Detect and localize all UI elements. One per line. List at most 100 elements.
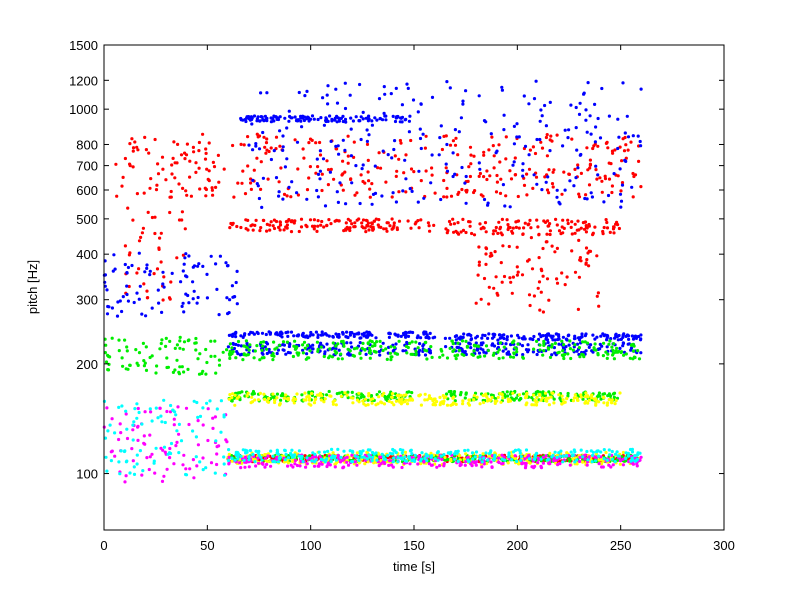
data-point bbox=[424, 340, 428, 344]
data-point bbox=[473, 455, 477, 459]
data-point bbox=[474, 341, 478, 345]
data-point bbox=[332, 455, 336, 460]
data-point bbox=[217, 358, 221, 362]
data-point bbox=[448, 452, 452, 456]
data-point bbox=[441, 353, 445, 357]
data-point bbox=[283, 165, 287, 169]
data-point bbox=[569, 450, 573, 454]
data-point bbox=[576, 219, 580, 223]
data-point bbox=[326, 183, 330, 187]
data-point bbox=[572, 396, 577, 400]
data-point bbox=[500, 393, 504, 397]
series-4 bbox=[102, 405, 643, 484]
data-point bbox=[517, 336, 521, 340]
data-point bbox=[194, 435, 198, 439]
data-point bbox=[136, 438, 140, 442]
data-point bbox=[305, 462, 309, 466]
data-point bbox=[613, 336, 617, 340]
data-point bbox=[361, 179, 365, 184]
data-point bbox=[140, 231, 144, 235]
data-point bbox=[597, 454, 601, 458]
data-point bbox=[244, 460, 248, 464]
data-point bbox=[612, 172, 616, 176]
data-point bbox=[514, 448, 518, 452]
data-point bbox=[562, 170, 566, 174]
data-point bbox=[525, 193, 529, 197]
data-point bbox=[148, 186, 152, 190]
data-point bbox=[520, 344, 525, 348]
data-point bbox=[355, 191, 359, 195]
data-point bbox=[444, 345, 448, 349]
data-point bbox=[582, 227, 587, 231]
data-point bbox=[262, 392, 266, 396]
data-point bbox=[169, 280, 173, 284]
data-point bbox=[611, 351, 616, 355]
data-point bbox=[179, 280, 183, 284]
data-point bbox=[304, 398, 308, 402]
data-point bbox=[405, 351, 409, 355]
data-point bbox=[345, 393, 349, 397]
data-point bbox=[457, 130, 461, 134]
data-point bbox=[577, 195, 582, 199]
data-point bbox=[425, 349, 429, 353]
data-point bbox=[526, 259, 530, 263]
data-point bbox=[567, 333, 571, 337]
data-point bbox=[323, 352, 327, 356]
data-point bbox=[140, 422, 144, 426]
data-point bbox=[254, 464, 258, 468]
data-point bbox=[371, 227, 375, 231]
data-point bbox=[150, 306, 154, 310]
data-point bbox=[480, 336, 484, 340]
data-point bbox=[334, 87, 338, 91]
data-point bbox=[541, 310, 546, 314]
data-point bbox=[492, 332, 496, 336]
data-point bbox=[418, 342, 422, 346]
data-point bbox=[168, 297, 172, 301]
data-point bbox=[596, 116, 600, 121]
data-point bbox=[550, 336, 554, 340]
data-point bbox=[171, 156, 175, 160]
data-point bbox=[442, 134, 446, 138]
data-point bbox=[237, 395, 241, 399]
data-point bbox=[137, 239, 142, 243]
x-tick-label: 250 bbox=[610, 538, 632, 553]
data-point bbox=[325, 223, 329, 227]
data-point bbox=[630, 450, 635, 454]
data-point bbox=[518, 451, 522, 455]
data-point bbox=[343, 106, 348, 111]
data-point bbox=[179, 439, 184, 443]
data-point bbox=[496, 395, 500, 399]
data-point bbox=[408, 114, 412, 118]
data-point bbox=[251, 178, 255, 182]
data-point bbox=[247, 465, 251, 469]
data-point bbox=[230, 346, 234, 350]
data-point bbox=[241, 358, 245, 362]
data-point bbox=[402, 332, 406, 336]
data-point bbox=[345, 460, 349, 464]
data-point bbox=[626, 342, 630, 346]
data-point bbox=[350, 222, 354, 226]
data-point bbox=[160, 155, 165, 159]
data-point bbox=[124, 412, 128, 416]
data-point bbox=[416, 346, 420, 350]
data-point bbox=[135, 462, 139, 466]
data-point bbox=[541, 353, 545, 357]
data-point bbox=[465, 344, 469, 348]
data-point bbox=[366, 460, 370, 464]
data-point bbox=[260, 205, 264, 209]
data-point bbox=[316, 219, 320, 223]
data-point bbox=[626, 135, 631, 139]
data-point bbox=[602, 401, 606, 405]
data-point bbox=[159, 260, 163, 264]
data-point bbox=[563, 352, 567, 357]
data-point bbox=[330, 119, 334, 123]
data-point bbox=[585, 449, 589, 454]
data-point bbox=[474, 460, 478, 464]
data-point bbox=[254, 142, 258, 146]
data-point bbox=[314, 330, 318, 334]
data-point bbox=[477, 174, 481, 178]
data-point bbox=[581, 340, 585, 344]
data-point bbox=[462, 457, 466, 461]
data-point bbox=[378, 455, 382, 459]
data-point bbox=[293, 115, 297, 119]
